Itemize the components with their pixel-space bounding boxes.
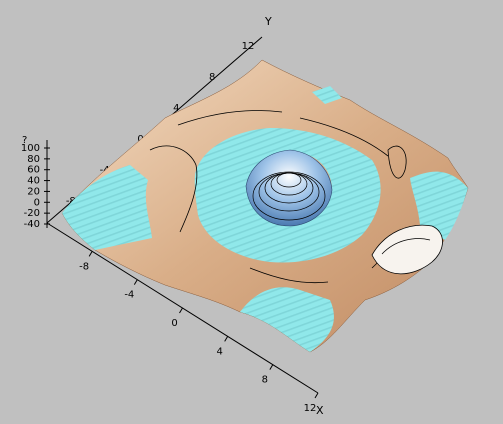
z-tick-label: -20	[24, 208, 40, 219]
corner-basin	[371, 224, 443, 275]
clipped-right	[410, 171, 468, 240]
x-tick-label: -8	[79, 261, 89, 272]
clipped-bottom	[240, 287, 334, 352]
z-extra-top-label: ?	[22, 135, 27, 146]
x-axis-name: X	[316, 404, 324, 417]
y-tick-label: 12	[242, 41, 255, 52]
x-tick-label: 4	[216, 346, 222, 357]
z-tick-label: -40	[24, 219, 40, 230]
z-tick-label: 20	[27, 186, 40, 197]
y-axis-name: Y	[264, 15, 272, 28]
z-tick-label: 60	[27, 165, 40, 176]
z-tick-label: 40	[27, 176, 40, 187]
x-tick-mark	[224, 336, 229, 342]
x-tick-label: 0	[171, 318, 177, 329]
x-tick-label: 12	[304, 403, 317, 414]
corner-basin-contour	[381, 238, 431, 255]
x-tick-mark	[269, 364, 274, 370]
clipped-left	[62, 165, 152, 250]
x-tick-label: -4	[124, 290, 134, 301]
x-tick-mark	[314, 392, 319, 399]
x-tick-label: 8	[262, 375, 268, 386]
z-tick-label: 0	[34, 197, 40, 208]
surface	[61, 59, 469, 353]
x-tick-mark	[88, 251, 93, 257]
y-tick-label: 8	[209, 72, 215, 83]
central-peak	[245, 149, 333, 227]
y-tick-label: -8	[66, 196, 76, 207]
peak-contours	[252, 171, 326, 221]
z-tick-label: 80	[27, 154, 40, 165]
x-tick-mark	[179, 307, 183, 314]
trough-ring	[194, 128, 381, 263]
z-tick-label: 100	[21, 143, 40, 154]
y-tick-label: 4	[173, 103, 179, 114]
clipped-topright	[312, 86, 342, 104]
x-tick-mark	[133, 279, 138, 285]
